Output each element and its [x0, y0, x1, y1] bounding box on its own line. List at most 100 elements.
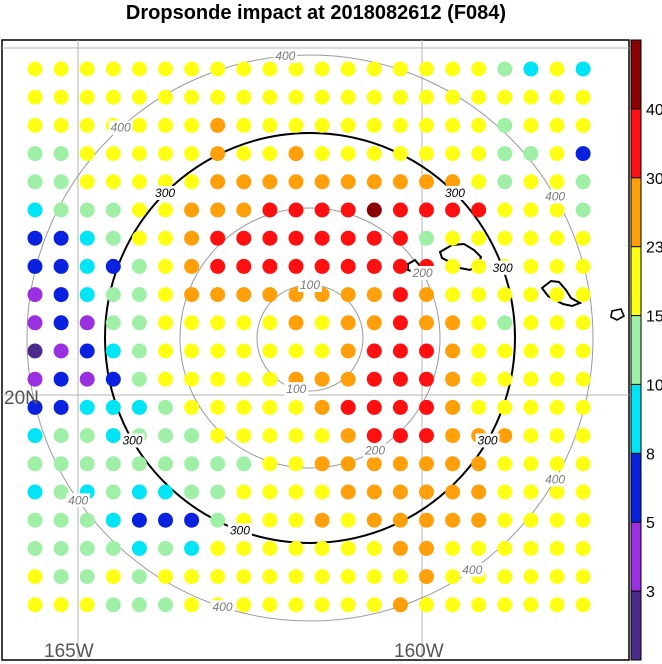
impact-dot — [497, 230, 513, 246]
impact-dot — [27, 315, 43, 331]
impact-dot — [131, 202, 147, 218]
impact-dot — [549, 117, 565, 133]
impact-dot — [392, 258, 408, 274]
impact-dot — [262, 315, 278, 331]
impact-dot — [471, 512, 487, 528]
impact-dot — [340, 315, 356, 331]
impact-dot — [184, 202, 200, 218]
impact-dot — [366, 230, 382, 246]
impact-dot — [497, 399, 513, 415]
impact-dot — [210, 399, 226, 415]
impact-dot — [497, 174, 513, 190]
impact-dot — [392, 174, 408, 190]
impact-dot — [523, 146, 539, 162]
impact-dot — [288, 540, 304, 556]
impact-dot — [236, 456, 252, 472]
impact-dot — [523, 512, 539, 528]
impact-dot — [392, 287, 408, 303]
impact-dot — [27, 89, 43, 105]
impact-dot — [471, 399, 487, 415]
impact-dot — [340, 371, 356, 387]
impact-dot — [53, 343, 69, 359]
impact-dot — [210, 258, 226, 274]
impact-dot — [288, 89, 304, 105]
impact-dot — [53, 569, 69, 585]
impact-dot — [262, 428, 278, 444]
impact-dot — [575, 89, 591, 105]
impact-dot — [79, 315, 95, 331]
impact-dot — [340, 146, 356, 162]
ring-400 — [26, 54, 594, 622]
impact-dot — [340, 230, 356, 246]
impact-dot — [575, 117, 591, 133]
impact-dot — [340, 287, 356, 303]
impact-dot — [184, 315, 200, 331]
impact-dot — [288, 456, 304, 472]
impact-dot — [53, 371, 69, 387]
impact-dot — [262, 174, 278, 190]
impact-dot — [236, 258, 252, 274]
impact-dot — [314, 343, 330, 359]
impact-dot — [27, 484, 43, 500]
impact-dot — [79, 399, 95, 415]
impact-dot — [236, 343, 252, 359]
colorbar-segment — [631, 522, 641, 592]
impact-dot — [419, 146, 434, 162]
impact-dot — [392, 597, 408, 613]
impact-dot — [419, 597, 434, 613]
impact-dot — [262, 399, 278, 415]
impact-dot — [523, 258, 539, 274]
impact-dot — [366, 202, 382, 218]
impact-dot — [549, 399, 565, 415]
impact-dot — [471, 371, 487, 387]
impact-dot — [288, 512, 304, 528]
impact-dot — [288, 258, 304, 274]
impact-dot — [549, 597, 565, 613]
impact-dot — [53, 428, 69, 444]
impact-dot — [210, 287, 226, 303]
ring-label-bg — [298, 278, 322, 292]
impact-dot — [575, 540, 591, 556]
impact-dot — [392, 230, 408, 246]
impact-dot — [158, 315, 173, 331]
impact-dot — [131, 456, 147, 472]
impact-dot — [419, 202, 434, 218]
impact-dot — [158, 597, 173, 613]
impact-dot — [471, 343, 487, 359]
impact-dot — [131, 343, 147, 359]
impact-dot — [340, 61, 356, 77]
impact-dot — [53, 89, 69, 105]
colorbar-segment — [631, 108, 641, 178]
impact-dot — [105, 89, 121, 105]
impact-dot — [79, 117, 95, 133]
ring-label-300: 300 — [122, 434, 142, 448]
impact-dot — [53, 540, 69, 556]
impact-dot — [27, 343, 43, 359]
impact-dot — [288, 202, 304, 218]
impact-dot — [131, 117, 147, 133]
impact-dot — [288, 484, 304, 500]
impact-dot — [419, 428, 434, 444]
impact-dot — [288, 146, 304, 162]
impact-dot — [523, 89, 539, 105]
colorbar-segment — [631, 591, 641, 660]
impact-dot — [79, 456, 95, 472]
impact-dot — [236, 428, 252, 444]
impact-dot — [549, 258, 565, 274]
impact-dot — [27, 117, 43, 133]
impact-dot — [236, 371, 252, 387]
impact-dot — [262, 540, 278, 556]
impact-dot — [523, 456, 539, 472]
colorbar-tick-label: 5 — [646, 515, 655, 532]
impact-dot — [523, 230, 539, 246]
impact-dot — [366, 399, 382, 415]
impact-dot — [549, 230, 565, 246]
impact-dot — [497, 597, 513, 613]
impact-dot — [314, 484, 330, 500]
impact-dot — [392, 428, 408, 444]
impact-dot — [445, 117, 461, 133]
ring-labels: 100 200 200 300 300 300 300 300 400 400 400 400 400 4… — [66, 49, 568, 615]
impact-dot — [131, 315, 147, 331]
impact-dot — [419, 540, 434, 556]
impact-dot — [158, 146, 173, 162]
